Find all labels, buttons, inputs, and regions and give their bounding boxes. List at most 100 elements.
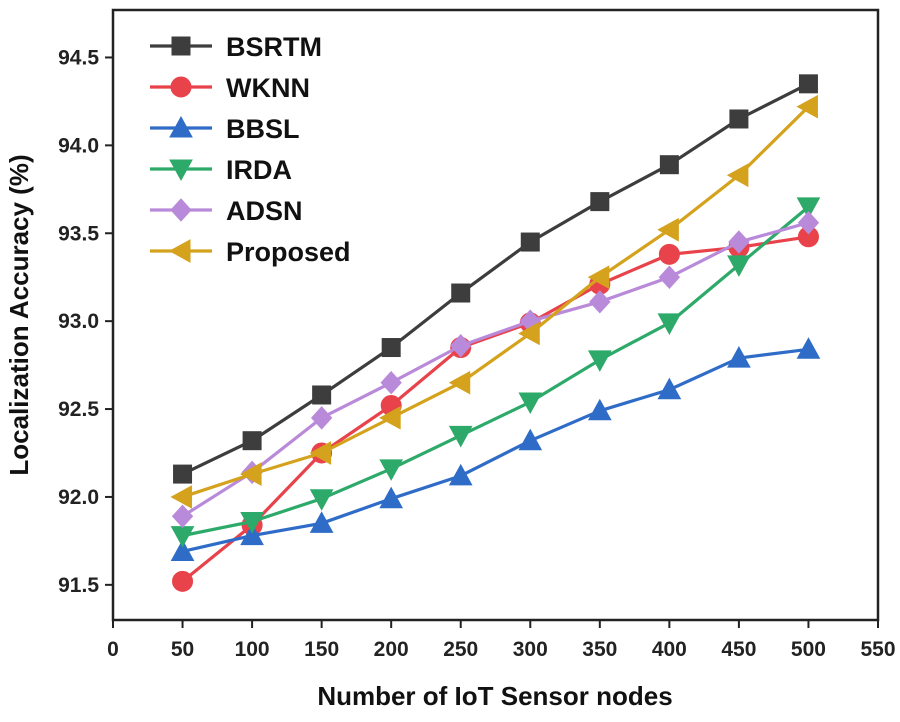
series-irda — [170, 197, 821, 548]
data-point-irda — [657, 313, 682, 335]
x-axis-title: Number of IoT Sensor nodes — [317, 681, 672, 711]
data-point-bbsl — [518, 428, 543, 451]
data-point-proposed — [379, 405, 401, 430]
data-point-wknn — [172, 570, 194, 592]
data-point-bsrtm — [451, 283, 471, 303]
legend-marker — [170, 76, 192, 98]
data-point-bsrtm — [659, 155, 679, 175]
legend-item-bsrtm: BSRTM — [150, 32, 322, 62]
x-axis: 0 50 100 150 200 250 300 350 400 450 500 550 — [107, 620, 896, 661]
x-tick-label: 450 — [721, 638, 756, 661]
legend-item-bbsl: BBSL — [150, 114, 300, 144]
x-tick-label: 50 — [171, 638, 194, 661]
data-point-irda — [379, 459, 404, 481]
legend-marker — [169, 159, 193, 182]
data-point-bbsl — [727, 346, 751, 368]
y-tick-label: 94.0 — [58, 134, 99, 157]
legend-marker — [171, 36, 191, 56]
data-point-irda — [796, 197, 821, 219]
data-point-irda — [240, 512, 264, 534]
legend-marker — [169, 115, 193, 138]
legend-item-adsn: ADSN — [150, 196, 303, 226]
data-point-adsn — [728, 230, 750, 254]
series-proposed — [170, 94, 818, 509]
data-point-bbsl — [309, 511, 334, 533]
x-tick-label: 150 — [304, 638, 339, 661]
legend-label: BBSL — [226, 114, 300, 144]
data-point-irda — [518, 392, 543, 415]
legend-marker — [170, 198, 192, 222]
legend-item-wknn: WKNN — [150, 73, 310, 103]
data-point-bbsl — [587, 398, 612, 421]
data-point-bbsl — [448, 463, 473, 486]
data-point-proposed — [657, 217, 679, 242]
data-point-adsn — [797, 210, 820, 235]
series-bbsl — [170, 337, 821, 561]
data-point-adsn — [450, 334, 472, 358]
series-line-bbsl — [182, 347, 809, 554]
legend-item-proposed: Proposed — [150, 237, 351, 267]
y-tick-label: 93.0 — [58, 310, 99, 333]
legend: BSRTM WKNN BBSL IRDA ADSN Proposed — [150, 32, 351, 267]
data-point-adsn — [658, 265, 681, 289]
data-point-proposed — [309, 441, 332, 465]
y-axis: 91.5 92.0 92.5 93.0 93.5 94.0 94.5 — [58, 46, 113, 597]
x-tick-label: 250 — [443, 638, 478, 661]
data-point-adsn — [589, 290, 611, 314]
data-point-bbsl — [379, 486, 404, 509]
series-layer — [170, 74, 821, 592]
series-line-proposed — [182, 105, 810, 499]
series-line-adsn — [181, 221, 809, 518]
legend-label: IRDA — [226, 155, 292, 185]
data-point-irda — [309, 489, 334, 511]
y-tick-label: 94.5 — [58, 46, 99, 69]
y-tick-label: 93.5 — [58, 222, 99, 245]
legend-label: BSRTM — [226, 32, 322, 62]
data-point-bsrtm — [590, 192, 610, 212]
x-tick-label: 100 — [235, 638, 270, 661]
legend-label: WKNN — [226, 73, 310, 103]
x-tick-label: 400 — [652, 638, 687, 661]
data-point-wknn — [658, 243, 680, 265]
x-tick-label: 500 — [791, 638, 826, 661]
x-tick-label: 550 — [860, 638, 895, 661]
x-tick-label: 0 — [107, 638, 119, 661]
legend-label: Proposed — [226, 237, 351, 267]
data-point-irda — [587, 350, 612, 372]
data-point-bsrtm — [381, 338, 401, 358]
data-point-irda — [727, 255, 751, 277]
data-point-bbsl — [796, 337, 821, 359]
x-tick-label: 350 — [582, 638, 617, 661]
x-tick-label: 200 — [374, 638, 409, 661]
data-point-proposed — [726, 163, 749, 188]
y-axis-title: Localization Accuracy (%) — [4, 154, 34, 475]
data-point-bbsl — [657, 377, 682, 400]
legend-label: ADSN — [226, 196, 303, 226]
series-line-irda — [182, 205, 810, 538]
series-line-bsrtm — [181, 82, 810, 476]
series-bsrtm — [173, 74, 818, 484]
data-point-bsrtm — [312, 385, 332, 405]
y-tick-label: 91.5 — [58, 574, 99, 597]
data-point-bbsl — [170, 539, 195, 561]
data-point-bsrtm — [729, 109, 749, 129]
x-tick-label: 300 — [513, 638, 548, 661]
data-point-bbsl — [240, 523, 264, 546]
data-point-proposed — [796, 94, 818, 119]
data-point-bsrtm — [520, 232, 540, 252]
data-point-adsn — [310, 406, 333, 430]
data-point-proposed — [587, 265, 610, 290]
data-point-bsrtm — [173, 464, 193, 484]
y-tick-label: 92.5 — [58, 398, 99, 421]
y-tick-label: 92.0 — [58, 486, 99, 509]
series-line-wknn — [181, 235, 809, 583]
legend-marker — [168, 239, 191, 263]
data-point-proposed — [170, 485, 193, 509]
data-point-adsn — [380, 370, 402, 395]
data-point-bsrtm — [242, 431, 262, 451]
data-point-proposed — [518, 321, 540, 346]
data-point-adsn — [171, 504, 194, 529]
data-point-irda — [448, 425, 473, 448]
